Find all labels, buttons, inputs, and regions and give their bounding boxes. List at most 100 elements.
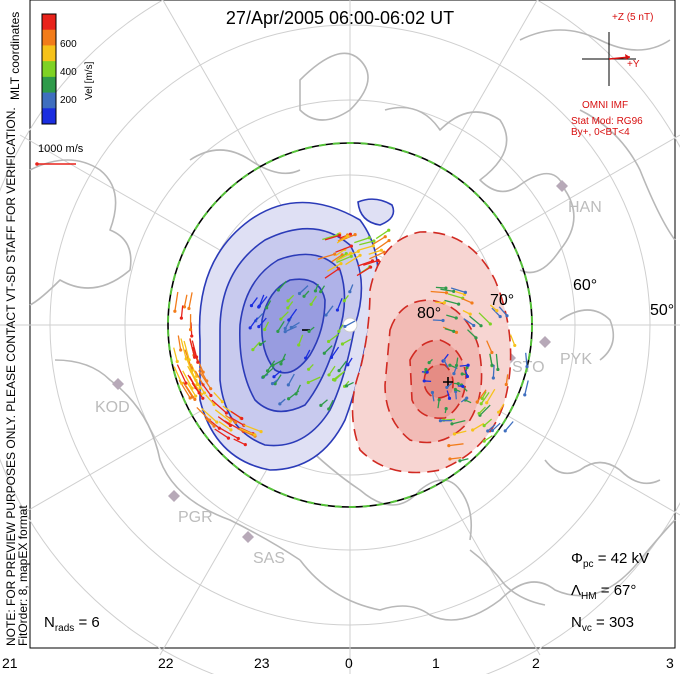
vector-origin xyxy=(289,325,293,330)
vector-origin xyxy=(307,367,311,371)
colorbar-segment xyxy=(42,29,56,46)
vector-origin xyxy=(202,391,207,395)
station-marker-pyk xyxy=(539,336,551,348)
velocity-vector xyxy=(486,388,496,404)
vector-origin xyxy=(349,251,353,255)
velocity-vector xyxy=(432,319,444,322)
vector-origin xyxy=(286,299,290,303)
vector-origin xyxy=(194,394,198,398)
vector-origin xyxy=(283,326,287,331)
velocity-vector xyxy=(322,234,339,241)
velocity-vector xyxy=(363,259,379,266)
vector-origin xyxy=(496,367,500,372)
velocity-vector xyxy=(204,417,215,427)
velocity-vector xyxy=(330,346,340,358)
station-marker-kod xyxy=(112,378,124,390)
stat-nvc-sub: vc xyxy=(581,623,592,634)
vector-origin xyxy=(454,363,459,368)
colorbar-tick-400: 400 xyxy=(60,67,77,78)
colorbar-ticks: 600 400 200 xyxy=(60,39,77,106)
velocity-vector xyxy=(217,416,231,427)
vector-origin xyxy=(278,402,282,406)
colorbar-segment xyxy=(42,76,56,94)
station-marker-sas xyxy=(242,531,254,543)
vector-origin xyxy=(448,457,452,461)
vector-origin xyxy=(371,244,375,248)
vector-origin xyxy=(370,259,375,263)
velocity-vector xyxy=(280,311,289,320)
map-title: 27/Apr/2005 06:00-06:02 UT xyxy=(225,8,455,28)
velocity-vector xyxy=(214,409,231,422)
velocity-vector xyxy=(252,341,261,351)
velocity-vector xyxy=(205,394,215,405)
velocity-vector xyxy=(239,427,256,436)
velocity-vector xyxy=(310,295,317,305)
vector-origin xyxy=(452,329,456,333)
vector-origin xyxy=(337,369,341,373)
velocity-vector xyxy=(288,308,298,321)
vector-origin xyxy=(387,228,391,232)
colorbar-segment xyxy=(42,14,56,31)
velocity-vector xyxy=(182,381,193,398)
vector-origin xyxy=(460,372,464,376)
velocity-vector xyxy=(375,229,390,240)
vector-origin xyxy=(261,375,266,379)
velocity-vector xyxy=(280,353,287,365)
hm-boundary-green xyxy=(167,142,533,508)
vector-origin xyxy=(265,369,270,373)
vector-origin xyxy=(243,443,247,447)
vector-origin xyxy=(485,401,489,405)
vector-origin xyxy=(190,334,194,338)
vector-origin xyxy=(387,238,391,243)
vector-origin xyxy=(345,234,350,238)
velocity-vector xyxy=(450,287,466,293)
vector-origin xyxy=(302,294,306,298)
fit-order-label: FitOrder: 8, mapEX format xyxy=(16,505,30,646)
lat-label-60: 60° xyxy=(573,277,597,294)
vector-origin xyxy=(452,289,456,293)
vector-origin xyxy=(327,407,331,411)
velocity-vector xyxy=(472,422,485,431)
velocity-vector xyxy=(182,370,193,389)
velocity-vector xyxy=(230,410,243,420)
imf-condition: By+, 0<BT<4 xyxy=(571,127,630,138)
vector-origin xyxy=(276,288,280,292)
vector-origin xyxy=(425,370,429,374)
velocity-vector xyxy=(435,286,446,289)
velocity-vector xyxy=(463,318,475,327)
vector-origin xyxy=(358,253,362,257)
velocity-colorbar xyxy=(41,13,57,125)
vector-origin xyxy=(195,382,200,387)
station-label-kod: KOD xyxy=(95,399,130,416)
vector-origin xyxy=(491,376,495,380)
stat-lambda-sub: HM xyxy=(581,591,597,602)
velocity-vector xyxy=(277,280,287,291)
vector-origin xyxy=(448,363,452,367)
velocity-vector xyxy=(324,268,340,279)
stat-phi-symbol: Φ xyxy=(571,550,583,567)
vector-origin xyxy=(329,355,334,359)
vector-origin xyxy=(190,386,194,390)
velocity-vector xyxy=(430,290,447,294)
velocity-vector xyxy=(336,235,348,244)
velocity-vector xyxy=(225,414,236,423)
positive-potential-cell xyxy=(351,231,512,474)
velocity-vector xyxy=(287,373,295,386)
velocity-vector xyxy=(331,254,343,263)
vector-origin xyxy=(479,402,483,406)
vector-origin xyxy=(228,419,232,423)
colorbar-segment xyxy=(42,92,56,109)
vector-origin xyxy=(229,428,233,432)
velocity-vector xyxy=(449,456,462,460)
vector-origin xyxy=(313,289,318,293)
velocity-vector xyxy=(345,254,361,266)
velocity-vector xyxy=(323,345,333,354)
vector-origin xyxy=(382,250,386,254)
velocity-vector xyxy=(451,419,466,425)
vector-origin xyxy=(348,290,352,294)
vector-origin xyxy=(454,316,458,320)
lat-label-50: 50° xyxy=(650,302,674,319)
stat-lambda-value: = 67° xyxy=(600,582,637,599)
velocity-vector xyxy=(200,382,212,396)
vector-origin xyxy=(490,350,494,355)
